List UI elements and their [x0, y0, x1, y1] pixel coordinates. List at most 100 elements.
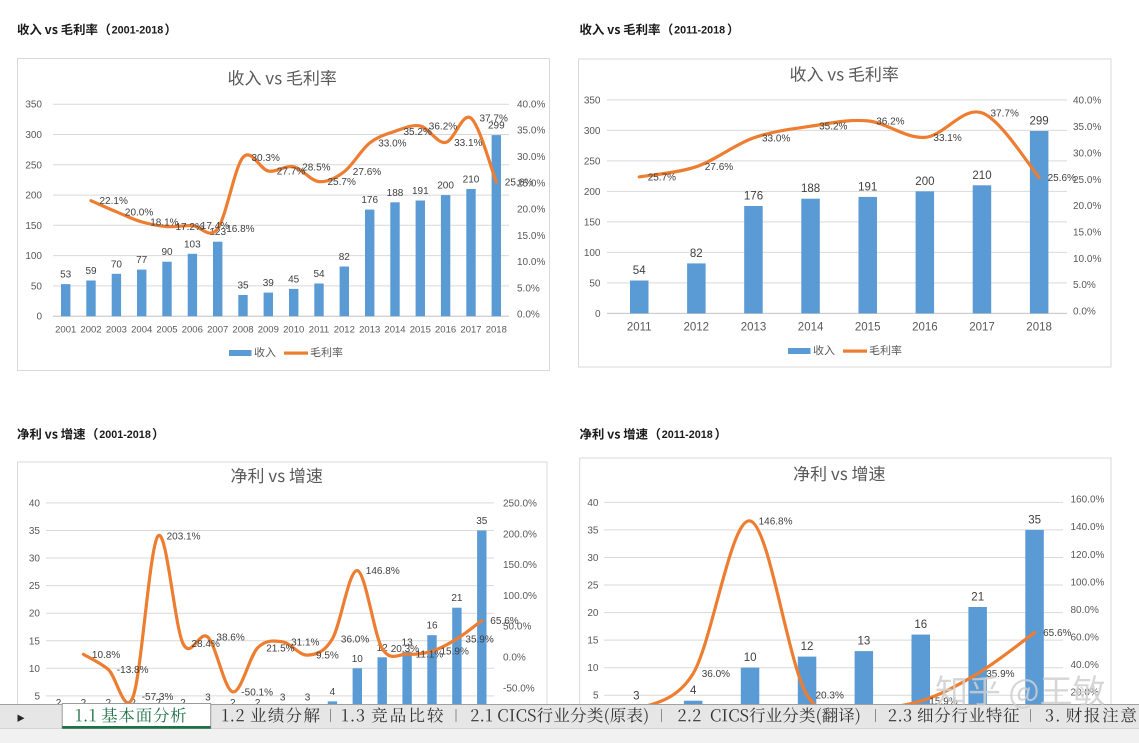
- svg-text:2001: 2001: [55, 325, 76, 336]
- svg-text:65.6%: 65.6%: [1043, 628, 1071, 639]
- svg-text:2003: 2003: [106, 325, 127, 336]
- svg-text:28.5%: 28.5%: [302, 162, 330, 173]
- svg-text:15: 15: [29, 636, 41, 647]
- svg-text:5.0%: 5.0%: [517, 283, 540, 294]
- svg-text:12: 12: [801, 641, 814, 653]
- svg-text:80.0%: 80.0%: [1071, 605, 1099, 616]
- svg-text:3: 3: [305, 692, 311, 703]
- svg-text:21: 21: [451, 593, 463, 604]
- svg-text:176: 176: [744, 191, 763, 203]
- svg-text:2013: 2013: [359, 325, 380, 336]
- svg-text:90: 90: [161, 247, 173, 258]
- svg-text:35.0%: 35.0%: [1073, 122, 1101, 133]
- svg-text:33.0%: 33.0%: [762, 133, 790, 144]
- svg-text:65.6%: 65.6%: [490, 616, 518, 627]
- svg-text:35.2%: 35.2%: [819, 122, 847, 133]
- svg-text:2009: 2009: [258, 325, 279, 336]
- svg-text:30.3%: 30.3%: [252, 153, 280, 164]
- svg-text:5: 5: [34, 691, 40, 702]
- svg-text:13: 13: [858, 636, 871, 648]
- svg-text:25: 25: [587, 581, 599, 592]
- svg-text:36.0%: 36.0%: [702, 669, 730, 680]
- svg-text:16: 16: [914, 619, 927, 631]
- svg-text:100: 100: [25, 251, 42, 262]
- svg-text:2011-2018: 2011-2018: [674, 25, 725, 37]
- svg-text:2: 2: [230, 698, 236, 709]
- svg-text:2006: 2006: [182, 325, 203, 336]
- svg-text:0: 0: [36, 312, 42, 323]
- svg-text:150: 150: [584, 217, 601, 228]
- svg-text:2018: 2018: [1026, 322, 1052, 334]
- svg-text:53: 53: [60, 270, 72, 281]
- svg-text:27.6%: 27.6%: [353, 167, 381, 178]
- svg-text:10: 10: [587, 663, 599, 674]
- svg-text:37.7%: 37.7%: [480, 114, 508, 125]
- svg-text:25.7%: 25.7%: [328, 177, 356, 188]
- svg-text:15: 15: [587, 636, 599, 647]
- svg-text:203.1%: 203.1%: [167, 531, 201, 542]
- svg-text:10: 10: [29, 664, 41, 675]
- svg-text:82: 82: [690, 248, 703, 260]
- svg-text:5.0%: 5.0%: [1073, 280, 1096, 291]
- svg-text:30.0%: 30.0%: [1073, 148, 1101, 159]
- svg-text:250: 250: [25, 160, 42, 171]
- svg-text:0: 0: [595, 309, 601, 320]
- svg-text:38.6%: 38.6%: [216, 633, 244, 644]
- svg-text:2: 2: [255, 698, 261, 709]
- svg-text:2002: 2002: [80, 325, 101, 336]
- svg-text:22.1%: 22.1%: [100, 196, 128, 207]
- svg-text:60.0%: 60.0%: [1071, 632, 1099, 643]
- svg-text:2: 2: [56, 698, 62, 709]
- svg-text:15.9%: 15.9%: [441, 647, 469, 658]
- svg-text:25: 25: [29, 581, 41, 592]
- svg-text:10: 10: [352, 654, 364, 665]
- svg-text:20.0%: 20.0%: [125, 207, 153, 218]
- svg-text:0.0%: 0.0%: [1073, 307, 1096, 318]
- svg-text:350: 350: [584, 95, 601, 106]
- svg-text:35.9%: 35.9%: [986, 669, 1014, 680]
- svg-text:54: 54: [633, 265, 646, 277]
- svg-text:200: 200: [437, 181, 454, 192]
- svg-text:9.5%: 9.5%: [316, 651, 339, 662]
- svg-text:16.8%: 16.8%: [226, 224, 254, 235]
- svg-text:146.8%: 146.8%: [759, 516, 793, 527]
- svg-text:25.7%: 25.7%: [648, 172, 676, 183]
- svg-text:2012: 2012: [684, 322, 710, 334]
- svg-text:2015: 2015: [410, 325, 431, 336]
- svg-text:299: 299: [488, 121, 505, 132]
- svg-text:5: 5: [593, 691, 599, 702]
- svg-text:210: 210: [463, 175, 480, 186]
- svg-text:2017: 2017: [969, 322, 995, 334]
- svg-text:100.0%: 100.0%: [1071, 577, 1105, 588]
- svg-text:2011: 2011: [309, 325, 329, 336]
- svg-text:-57.3%: -57.3%: [142, 692, 174, 703]
- svg-text:250.0%: 250.0%: [503, 499, 537, 510]
- svg-text:31.1%: 31.1%: [291, 637, 319, 648]
- svg-text:33.1%: 33.1%: [933, 133, 961, 144]
- svg-text:36.0%: 36.0%: [341, 634, 369, 645]
- svg-text:20.3%: 20.3%: [816, 691, 844, 702]
- svg-text:10: 10: [744, 652, 757, 664]
- svg-text:50.0%: 50.0%: [503, 622, 531, 633]
- svg-text:-50.1%: -50.1%: [241, 687, 273, 698]
- svg-text:20: 20: [587, 608, 599, 619]
- svg-text:0.0%: 0.0%: [517, 310, 540, 321]
- svg-text:82: 82: [339, 252, 351, 263]
- svg-text:2014: 2014: [384, 325, 405, 336]
- svg-text:188: 188: [801, 183, 820, 195]
- svg-text:30.0%: 30.0%: [517, 152, 545, 163]
- svg-text:2007: 2007: [207, 325, 228, 336]
- svg-text:2010: 2010: [283, 325, 304, 336]
- svg-text:35.9%: 35.9%: [465, 634, 493, 645]
- svg-text:25.0%: 25.0%: [517, 178, 545, 189]
- svg-text:28.4%: 28.4%: [192, 639, 220, 650]
- svg-text:45: 45: [288, 274, 300, 285]
- svg-text:33.1%: 33.1%: [454, 138, 482, 149]
- svg-text:4: 4: [330, 687, 336, 698]
- svg-text:35: 35: [29, 526, 41, 537]
- svg-text:200: 200: [915, 176, 934, 188]
- svg-text:2001-2018: 2001-2018: [99, 429, 151, 441]
- svg-text:10.8%: 10.8%: [92, 650, 120, 661]
- svg-text:300: 300: [25, 130, 42, 141]
- svg-text:2016: 2016: [912, 322, 938, 334]
